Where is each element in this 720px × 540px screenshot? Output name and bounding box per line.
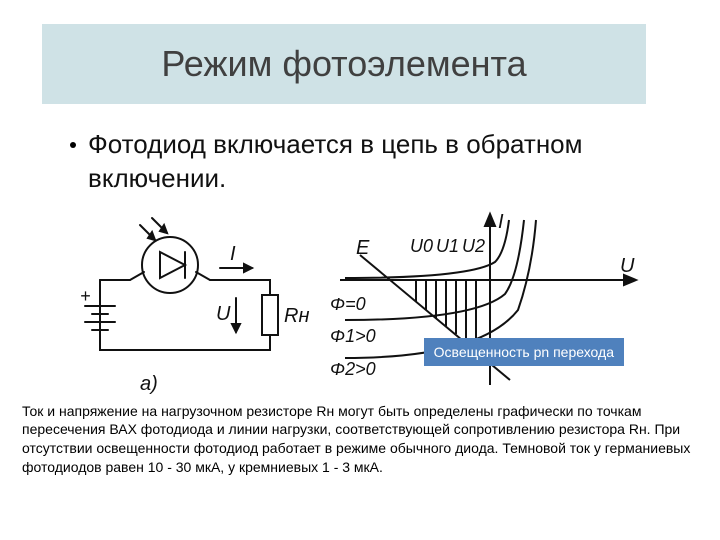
bullet-dot-icon [70,142,76,148]
illumination-tag: Освещенность pn перехода [424,338,624,366]
bullet-text: Фотодиод включается в цепь в обратном вк… [88,128,648,196]
subfigure-a-label: a) [140,373,158,395]
current-label: I [230,243,236,265]
e-label: E [356,237,370,259]
u1-label: U1 [436,236,459,256]
bullet-item: Фотодиод включается в цепь в обратном вк… [70,128,720,196]
axis-x-label: U [620,255,635,277]
title-bar: Режим фотоэлемента [42,24,646,104]
iv-graph: I U E U0 U1 U2 Φ=0 Φ1>0 Φ2>0 [320,210,650,400]
u0-label: U0 [410,236,433,256]
axis-y-label: I [498,211,504,233]
plus-label: + [80,286,91,306]
phi2-label: Φ2>0 [330,359,376,379]
u2-label: U2 [462,236,485,256]
phi0-label: Φ=0 [330,294,366,314]
phi1-label: Φ1>0 [330,326,376,346]
body-text: Ток и напряжение на нагрузочном резистор… [22,402,698,478]
figure-area: + I U Rн a) I [70,210,650,400]
resistor-label: Rн [284,305,309,327]
page-title: Режим фотоэлемента [161,43,526,85]
voltage-label: U [216,303,231,325]
circuit-diagram: + I U Rн a) [70,210,320,400]
